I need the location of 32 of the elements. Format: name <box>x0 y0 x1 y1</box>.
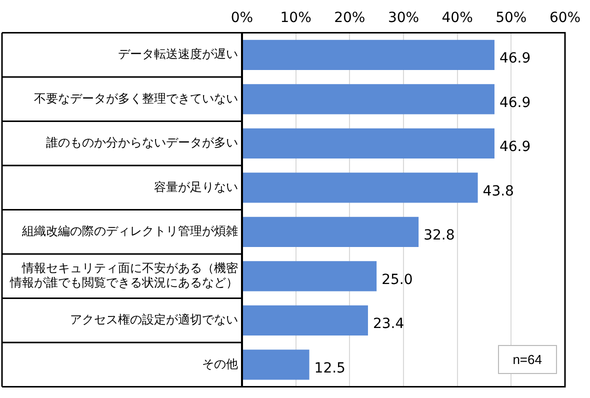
y-tick-label: アクセス権の設定が適切でない <box>70 312 238 327</box>
x-tick-label: 40% <box>442 10 473 26</box>
x-tick-label: 0% <box>230 10 254 26</box>
bar <box>242 350 310 380</box>
data-label: 12.5 <box>314 360 346 376</box>
bar <box>242 128 494 158</box>
y-tick-label: 情報セキュリティ面に不安がある（機密情報が誰でも閲覧できる状況にあるなど） <box>9 261 238 290</box>
x-tick-label: 50% <box>496 10 527 26</box>
x-tick-label: 30% <box>388 10 420 26</box>
x-tick-label: 20% <box>334 10 366 26</box>
y-tick-label: 組織改編の際のディレクトリ管理が煩雑 <box>21 224 238 238</box>
data-label: 25.0 <box>382 272 413 288</box>
x-tick-label: 60% <box>549 10 581 26</box>
bar <box>242 261 377 292</box>
y-tick-label: その他 <box>202 356 238 371</box>
bar <box>242 172 478 203</box>
data-label: 23.4 <box>372 316 404 332</box>
y-tick-label: 不要なデータが多く整理できていない <box>34 91 238 106</box>
y-tick-label: 容量が足りない <box>154 180 238 194</box>
annotation: n=64 <box>498 345 557 374</box>
bar <box>242 305 368 336</box>
x-tick-label: 10% <box>280 10 312 26</box>
data-label: 46.9 <box>499 94 531 111</box>
data-label: 43.8 <box>482 183 514 200</box>
y-tick-label: データ転送速度が遅い <box>118 47 238 62</box>
bar <box>242 216 419 247</box>
y-tick-label: 誰のものか分からないデータが多い <box>46 136 238 150</box>
bar <box>242 40 494 70</box>
bar <box>242 84 494 114</box>
data-label: 46.9 <box>499 50 531 67</box>
data-label: 46.9 <box>499 139 531 156</box>
data-label: 32.8 <box>424 228 455 244</box>
